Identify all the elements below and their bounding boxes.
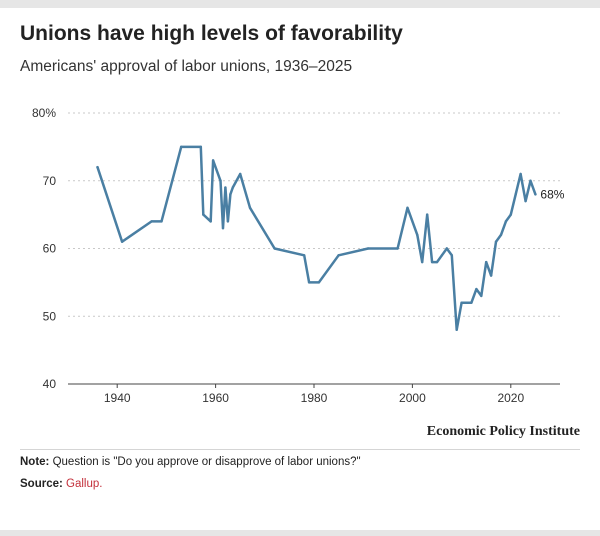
series-line xyxy=(96,145,537,332)
data-point xyxy=(435,260,439,264)
footer-divider xyxy=(20,449,580,450)
data-point xyxy=(519,172,522,176)
data-point xyxy=(421,260,424,264)
data-point xyxy=(416,233,419,237)
series-group xyxy=(96,145,537,332)
data-point xyxy=(202,213,205,216)
data-point xyxy=(514,193,517,196)
data-point xyxy=(160,220,163,223)
data-point xyxy=(509,213,512,216)
data-point xyxy=(239,172,242,176)
data-point xyxy=(199,145,203,149)
data-point xyxy=(475,287,478,291)
brand-logo: Economic Policy Institute xyxy=(426,424,580,439)
data-point xyxy=(150,220,153,223)
source-link[interactable]: Gallup. xyxy=(66,478,103,490)
data-point xyxy=(406,206,409,210)
data-point xyxy=(219,179,222,182)
y-tick-label: 50 xyxy=(43,309,57,323)
data-point xyxy=(489,274,493,277)
data-point xyxy=(499,233,503,237)
data-point xyxy=(366,247,370,250)
y-axis-ticks: 40 50 60 70 80% xyxy=(32,106,56,391)
data-point xyxy=(440,254,444,257)
y-tick-label: 80% xyxy=(32,106,56,120)
y-tick-label: 60 xyxy=(43,242,57,256)
data-point xyxy=(460,301,463,304)
source-line: Source: Gallup. xyxy=(20,478,102,490)
data-point xyxy=(120,240,124,243)
end-value-label: 68% xyxy=(540,187,564,201)
note-label: Note: xyxy=(20,456,50,468)
data-point xyxy=(317,281,321,284)
chart-title: Unions have high levels of favorability xyxy=(20,22,403,45)
data-point xyxy=(465,301,468,304)
x-tick-label: 2000 xyxy=(399,391,426,405)
x-tick-label: 1980 xyxy=(301,391,328,405)
data-point xyxy=(221,226,225,230)
grid-lines xyxy=(68,112,560,317)
data-point xyxy=(337,254,340,257)
data-point xyxy=(470,301,473,304)
footnote: Note: Question is "Do you approve or dis… xyxy=(20,456,361,468)
data-point xyxy=(179,145,183,149)
data-point xyxy=(231,186,235,189)
x-tick-label: 2020 xyxy=(497,391,524,405)
data-point xyxy=(302,254,306,257)
chart-card xyxy=(0,8,600,530)
data-point xyxy=(307,281,311,284)
data-point xyxy=(455,328,458,331)
data-point xyxy=(226,220,230,223)
data-points: 68% xyxy=(96,145,565,331)
y-tick-label: 40 xyxy=(43,377,57,391)
data-point xyxy=(445,247,449,250)
data-point xyxy=(430,260,434,264)
source-label: Source: xyxy=(20,478,63,490)
data-point xyxy=(524,199,527,203)
data-point xyxy=(480,294,483,298)
data-point xyxy=(96,166,99,169)
data-point xyxy=(485,260,488,264)
data-point xyxy=(273,247,276,250)
data-point xyxy=(529,179,532,182)
chart-subtitle: Americans' approval of labor unions, 193… xyxy=(20,58,353,75)
data-point xyxy=(504,220,508,223)
data-point xyxy=(534,193,537,196)
data-point xyxy=(229,193,232,196)
data-point xyxy=(494,240,498,243)
y-tick-label: 70 xyxy=(43,174,57,188)
data-point xyxy=(396,247,399,250)
data-point xyxy=(224,186,227,189)
data-point xyxy=(211,159,215,162)
x-tick-label: 1940 xyxy=(104,391,131,405)
data-point xyxy=(450,254,453,257)
x-tick-label: 1960 xyxy=(202,391,229,405)
x-axis: 1940 1960 1980 2000 2020 xyxy=(68,383,560,405)
data-point xyxy=(425,213,429,216)
data-point xyxy=(248,206,252,210)
note-text: Question is "Do you approve or disapprov… xyxy=(52,456,361,468)
data-point xyxy=(209,220,212,223)
